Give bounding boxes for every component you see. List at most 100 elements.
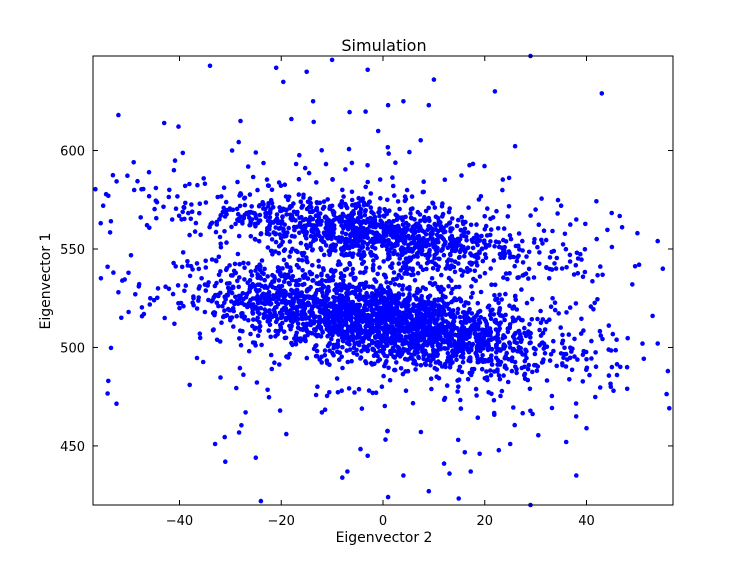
data-point [325, 324, 330, 330]
data-point [479, 366, 485, 372]
data-point [294, 304, 299, 310]
data-point [234, 206, 240, 212]
data-point [501, 251, 507, 256]
data-point [454, 333, 460, 338]
data-point [401, 328, 407, 334]
data-point [276, 250, 282, 256]
data-point [272, 276, 278, 281]
data-point [395, 327, 400, 332]
data-point [409, 307, 415, 313]
data-point [307, 269, 313, 275]
data-point [624, 364, 630, 370]
data-point [365, 347, 371, 353]
data-point [514, 370, 519, 376]
data-point [289, 277, 295, 283]
data-point [105, 391, 110, 396]
data-point [491, 312, 497, 317]
data-point [322, 407, 328, 413]
data-point [345, 304, 350, 310]
data-point [536, 222, 542, 227]
data-point [522, 352, 528, 358]
data-point [201, 176, 206, 181]
data-point [114, 401, 119, 407]
data-point [456, 384, 461, 390]
data-point [409, 194, 415, 199]
data-point [314, 348, 320, 354]
data-point [438, 346, 443, 352]
data-point [319, 410, 325, 415]
data-point [315, 384, 320, 390]
data-point [246, 261, 251, 266]
data-point [294, 279, 299, 284]
data-point [381, 300, 387, 305]
data-point [382, 238, 388, 244]
data-point [448, 228, 453, 234]
data-point [262, 285, 267, 290]
data-point [370, 224, 376, 230]
data-point [472, 331, 477, 337]
data-point [316, 264, 322, 269]
data-point [427, 280, 433, 286]
data-point [522, 325, 527, 331]
data-point [139, 187, 144, 192]
data-point [311, 278, 316, 283]
data-point [435, 343, 441, 348]
data-point [197, 210, 202, 216]
data-point [457, 314, 463, 320]
data-point [258, 498, 264, 504]
data-point [351, 209, 356, 214]
data-point [511, 347, 516, 353]
data-point [469, 284, 474, 289]
data-point [650, 313, 655, 319]
data-point [475, 415, 481, 421]
data-point [431, 356, 436, 362]
data-point [98, 276, 104, 281]
data-point [347, 260, 352, 266]
data-point [567, 305, 573, 310]
data-point [295, 316, 301, 322]
data-point [306, 315, 311, 321]
data-point [476, 344, 482, 350]
data-point [560, 242, 566, 247]
data-point [450, 321, 456, 326]
data-point [341, 226, 346, 231]
data-point [267, 210, 273, 216]
data-point [190, 267, 195, 272]
data-point [218, 278, 224, 284]
data-point [395, 224, 401, 230]
data-point [153, 198, 159, 203]
data-point [187, 382, 192, 388]
data-point [428, 376, 434, 382]
data-point [325, 361, 330, 366]
data-point [369, 253, 374, 258]
data-point [357, 281, 363, 287]
data-point [185, 259, 190, 264]
data-point [600, 272, 605, 278]
data-point [473, 278, 479, 284]
data-point [506, 357, 511, 362]
data-point [375, 334, 381, 339]
data-point [203, 265, 209, 270]
data-point [370, 347, 376, 352]
data-point [492, 293, 497, 298]
data-point [459, 273, 465, 278]
data-point [169, 217, 175, 222]
data-point [393, 212, 399, 217]
data-point [336, 239, 342, 244]
data-point [491, 258, 497, 263]
data-point [462, 253, 467, 259]
data-point [533, 207, 538, 212]
data-point [543, 237, 549, 243]
data-point [509, 358, 515, 364]
data-point [248, 331, 253, 337]
data-point [476, 332, 482, 338]
data-point [358, 219, 364, 225]
data-point [241, 260, 246, 266]
data-point [454, 223, 460, 229]
data-point [487, 326, 493, 331]
data-point [351, 345, 357, 351]
data-point [488, 316, 494, 322]
data-point [202, 181, 208, 186]
data-point [611, 388, 616, 394]
data-point [338, 271, 344, 276]
